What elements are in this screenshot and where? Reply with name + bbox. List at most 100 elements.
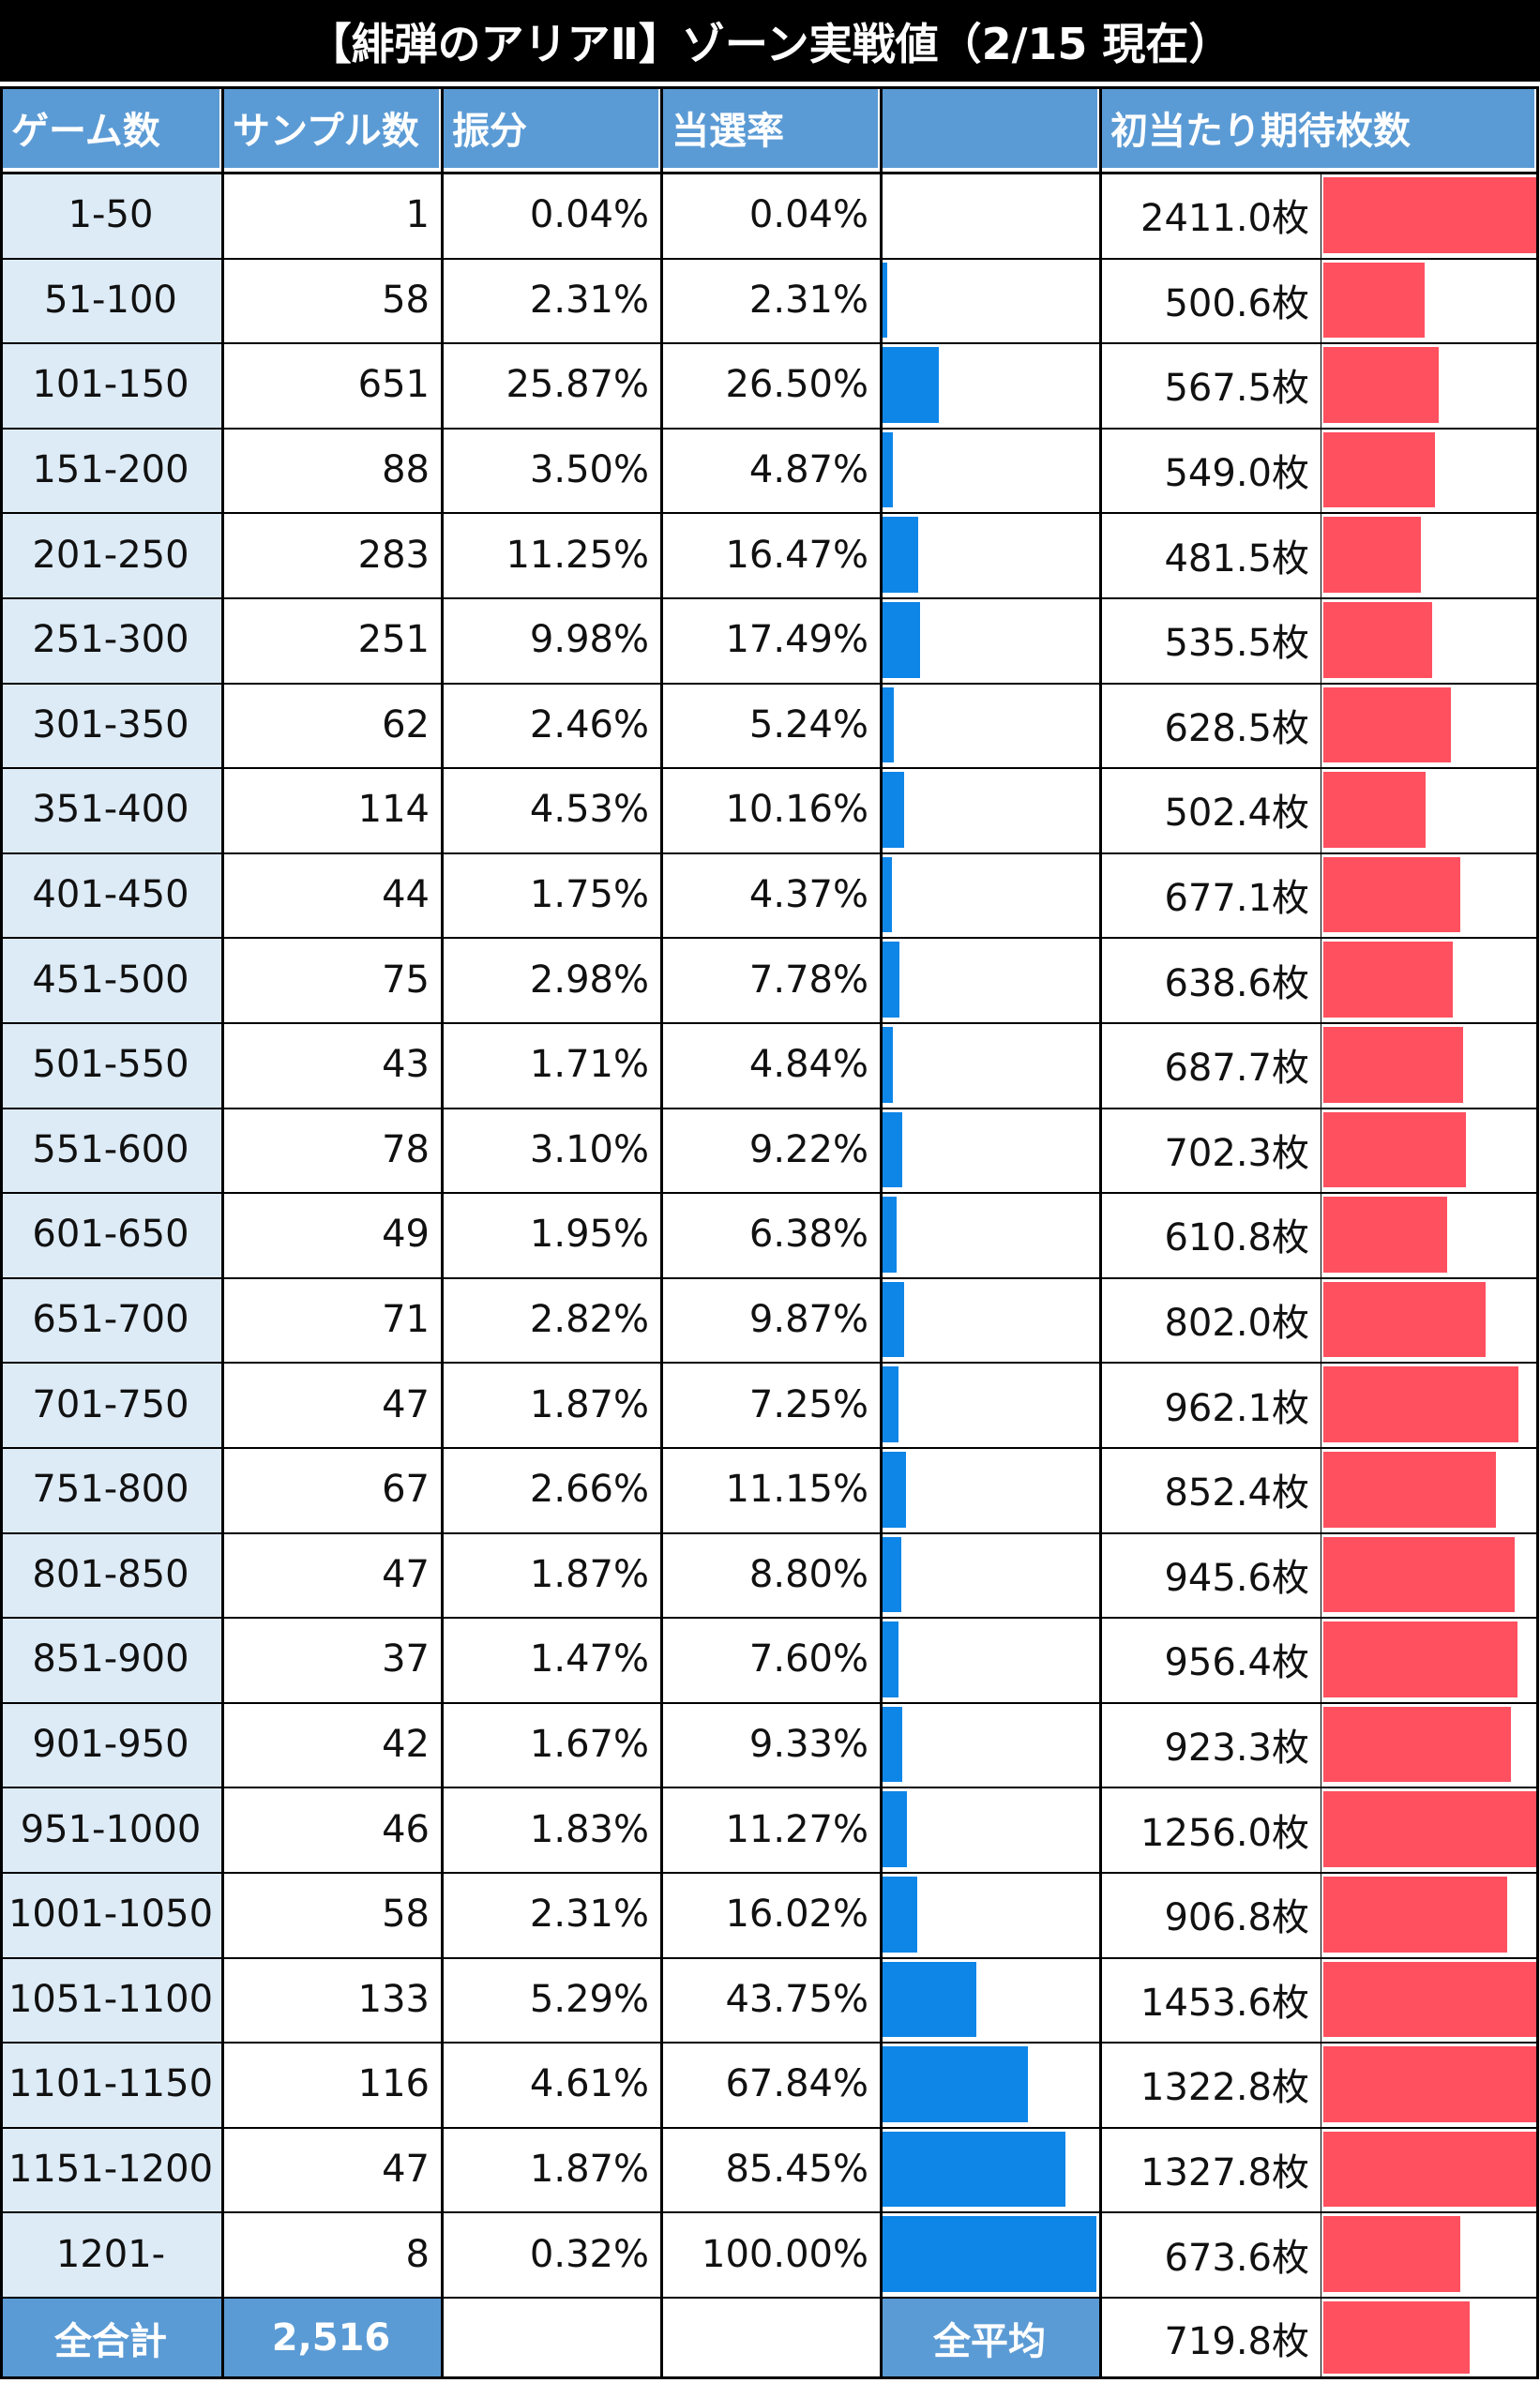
share-cell: 1.75% [529, 873, 649, 917]
page-title: 【緋弾のアリアⅡ】ゾーン実戦値（2/15 現在） [0, 0, 1540, 82]
zone-range-cell: 451-500 [0, 937, 221, 1022]
zone-range-cell: 1151-1200 [0, 2126, 221, 2212]
hit-rate-cell: 9.22% [748, 1127, 868, 1171]
sample-count-cell: 49 [382, 1213, 430, 1257]
zone-range-cell: 51-100 [0, 257, 221, 343]
expected-coins-cell: 962.1枚 [1164, 1386, 1309, 1430]
hit-rate-cell: 4.87% [748, 448, 868, 492]
share-cell: 1.47% [529, 1637, 649, 1682]
average-expected: 719.8枚 [1164, 2319, 1309, 2363]
expected-coins-cell: 906.8枚 [1164, 1896, 1309, 1940]
expected-coins-cell: 923.3枚 [1164, 1727, 1309, 1771]
hit-rate-cell: 7.78% [748, 958, 868, 1002]
expected-coins-cell: 610.8枚 [1164, 1216, 1309, 1260]
zone-range-cell: 1051-1100 [0, 1956, 221, 2043]
hit-rate-cell: 11.15% [725, 1468, 868, 1512]
zone-range-cell: 251-300 [0, 597, 221, 683]
expected-coins-cell: 638.6枚 [1164, 961, 1309, 1005]
hit-rate-cell: 43.75% [725, 1977, 868, 2021]
sample-count-cell: 47 [382, 1552, 430, 1596]
expected-coins-bar [1323, 1961, 1536, 2038]
grid-hline [0, 1872, 1539, 1874]
expected-coins-cell: 702.3枚 [1164, 1131, 1309, 1175]
hit-rate-cell: 16.02% [725, 1893, 868, 1937]
grid-hline [0, 2211, 1539, 2214]
expected-coins-cell: 1327.8枚 [1140, 2151, 1309, 2195]
sample-count-cell: 58 [382, 278, 430, 322]
zone-range-cell: 301-350 [0, 682, 221, 768]
expected-coins-bar [1323, 686, 1451, 763]
expected-coins-bar [1323, 1281, 1487, 1358]
expected-coins-cell: 673.6枚 [1164, 2236, 1309, 2280]
expected-coins-cell: 945.6枚 [1164, 1556, 1309, 1600]
grid-hline [0, 937, 1539, 940]
expected-coins-bar [1323, 347, 1439, 423]
expected-coins-cell: 802.0枚 [1164, 1302, 1309, 1346]
hit-rate-bar [883, 1452, 907, 1528]
hit-rate-bar [883, 1791, 907, 1867]
hit-rate-bar [883, 856, 892, 933]
hit-rate-bar [883, 2216, 1096, 2292]
grid-hline [0, 2376, 1539, 2379]
hit-rate-bar [883, 262, 888, 339]
hit-rate-cell: 67.84% [725, 2062, 868, 2106]
share-cell: 1.71% [529, 1043, 649, 1087]
hit-rate-bar [883, 1366, 898, 1442]
expected-coins-bar [1323, 2131, 1536, 2208]
expected-coins-bar [1323, 262, 1426, 339]
share-cell: 2.46% [529, 702, 649, 747]
zone-range-cell: 601-650 [0, 1192, 221, 1277]
hit-rate-cell: 11.27% [725, 1807, 868, 1851]
share-cell: 9.98% [529, 618, 649, 662]
grid-hline [0, 1447, 1539, 1449]
expected-coins-bar [1323, 431, 1435, 508]
sample-count-cell: 62 [382, 702, 430, 747]
sample-count-cell: 58 [382, 1893, 430, 1937]
header-rate: 当選率 [660, 86, 880, 168]
share-cell: 11.25% [506, 533, 649, 577]
sample-count-cell: 47 [382, 2148, 430, 2192]
zone-range-cell: 101-150 [0, 342, 221, 428]
sample-count-cell: 46 [382, 1807, 430, 1851]
share-cell: 2.98% [529, 958, 649, 1002]
zone-range-cell: 701-750 [0, 1362, 221, 1447]
zone-range-cell: 651-700 [0, 1276, 221, 1363]
sample-count-cell: 43 [382, 1043, 430, 1087]
header-expected: 初当たり期待枚数 [1099, 86, 1536, 168]
hit-rate-cell: 4.37% [748, 873, 868, 917]
hit-rate-bar [883, 686, 894, 763]
sample-count-cell: 78 [382, 1127, 430, 1171]
share-cell: 0.32% [529, 2232, 649, 2276]
expected-coins-bar [1323, 942, 1454, 1018]
header-games: ゲーム数 [0, 86, 221, 168]
expected-coins-cell: 549.0枚 [1164, 452, 1309, 496]
expected-coins-cell: 1453.6枚 [1140, 1981, 1309, 2025]
sample-count-cell: 44 [382, 873, 430, 917]
expected-coins-cell: 852.4枚 [1164, 1471, 1309, 1516]
grid-vline [0, 86, 3, 2378]
grid-hline [0, 1617, 1539, 1620]
hit-rate-bar [883, 517, 918, 593]
hit-rate-cell: 9.87% [748, 1298, 868, 1342]
header-rate-bar [880, 86, 1099, 168]
hit-rate-bar [883, 1281, 904, 1358]
grid-hline [0, 86, 1539, 89]
sample-count-cell: 1 [405, 193, 430, 237]
share-cell: 2.31% [529, 1893, 649, 1937]
grid-hline [0, 2297, 1539, 2299]
expected-coins-cell: 567.5枚 [1164, 367, 1309, 411]
grid-hline [0, 767, 1539, 770]
expected-coins-bar [1323, 1536, 1516, 1613]
grid-vline [660, 86, 663, 2378]
share-cell: 3.50% [529, 448, 649, 492]
zone-range-cell: 851-900 [0, 1617, 221, 1702]
hit-rate-bar [883, 1961, 976, 2038]
expected-coins-bar [1323, 2046, 1536, 2122]
grid-hline [0, 172, 1539, 174]
expected-coins-bar [1323, 602, 1432, 678]
zone-range-cell: 1-50 [0, 173, 221, 258]
expected-coins-cell: 500.6枚 [1164, 281, 1309, 325]
hit-rate-bar [883, 2131, 1065, 2208]
expected-coins-bar [1323, 856, 1461, 933]
hit-rate-cell: 4.84% [748, 1043, 868, 1087]
